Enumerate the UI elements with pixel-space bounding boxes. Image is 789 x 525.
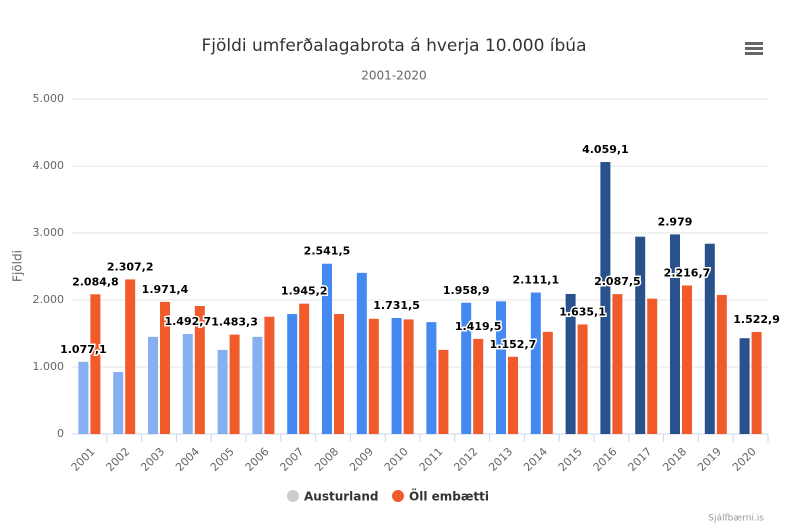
data-label: 1.077,1 [60,343,107,356]
x-tick-label: 2001 [69,445,98,474]
bar [635,236,646,434]
data-label: 2.307,2 [107,260,154,273]
x-tick-label: 2011 [417,445,446,474]
bar [612,294,623,434]
data-label: 2.979 [658,215,693,228]
x-tick-label: 2015 [556,445,585,474]
bar [194,306,205,434]
x-tick-label: 2018 [660,445,689,474]
y-tick-label: 0 [57,427,64,440]
bar [461,302,472,434]
bar [391,317,402,434]
data-label: 1.492,7 [164,315,211,328]
menu-button[interactable] [745,42,763,55]
data-label: 2.087,5 [594,275,641,288]
data-label: 1.731,5 [373,299,420,312]
bar [716,294,727,434]
data-label: 1.522,9 [733,313,780,326]
x-tick-label: 2019 [695,445,724,474]
bar [252,336,263,434]
bar [542,331,553,434]
data-label: 2.216,7 [664,266,711,279]
x-tick-label: 2002 [103,445,132,474]
legend-label[interactable]: Öll embætti [409,489,489,504]
bar [113,372,124,434]
bar [600,162,611,435]
legend-marker [392,490,404,502]
x-tick-label: 2008 [312,445,341,474]
bar [287,314,298,434]
bar [264,316,275,434]
data-label: 1.152,7 [490,338,537,351]
bar [125,279,136,434]
data-label: 1.483,3 [211,316,258,329]
data-label: 1.958,9 [443,284,490,297]
bar [426,322,437,434]
data-label: 4.059,1 [582,143,629,156]
bar [368,318,379,434]
bar [148,336,158,434]
bar [78,361,89,434]
bar [496,301,506,434]
y-tick-label: 1.000 [33,360,65,373]
bar [751,331,762,434]
x-tick-label: 2020 [730,445,759,474]
bar [356,272,367,434]
bar [299,303,310,434]
credit: Sjálfbærni.is [708,514,764,524]
x-tick-label: 2017 [625,445,654,474]
bar [438,349,449,434]
data-label: 2.084,8 [72,275,119,288]
bar [217,349,228,434]
x-tick-label: 2003 [138,445,167,474]
legend-label[interactable]: Austurland [304,490,379,504]
bar [403,319,414,434]
data-label: 2.111,1 [512,274,559,287]
x-tick-label: 2005 [208,445,237,474]
data-label: 1.945,2 [281,285,328,298]
x-tick-label: 2009 [347,445,376,474]
data-label: 1.419,5 [455,320,502,333]
bar [334,314,344,434]
legend-marker [287,490,299,502]
data-label: 1.971,4 [142,283,189,296]
chart-title: Fjöldi umferðalagabrota á hverja 10.000 … [201,36,586,56]
bar [647,298,658,434]
x-tick-label: 2013 [486,445,515,474]
bar [670,234,680,434]
bar [577,324,588,434]
bar [229,334,240,434]
data-label: 2.541,5 [304,245,351,258]
x-tick-label: 2006 [243,445,272,474]
y-axis-title: Fjöldi [11,250,25,282]
bar [704,243,715,434]
bar [160,301,170,434]
bar [565,293,576,434]
x-tick-label: 2010 [382,445,411,474]
bar [682,285,692,434]
bar [739,338,750,434]
bar [473,338,484,434]
x-tick-label: 2004 [173,445,202,474]
y-tick-label: 5.000 [33,92,65,105]
bar [182,333,193,434]
bar [90,294,101,434]
x-tick-label: 2012 [451,445,480,474]
x-tick-label: 2014 [521,445,550,474]
x-tick-label: 2007 [277,445,306,474]
bar [530,292,541,434]
bar [322,263,332,434]
data-label: 1.635,1 [559,305,606,318]
y-tick-label: 3.000 [33,226,65,239]
bar [508,356,518,434]
x-tick-label: 2016 [591,445,620,474]
chart-subtitle: 2001-2020 [361,69,426,83]
y-tick-label: 2.000 [33,293,65,306]
y-tick-label: 4.000 [33,159,65,172]
